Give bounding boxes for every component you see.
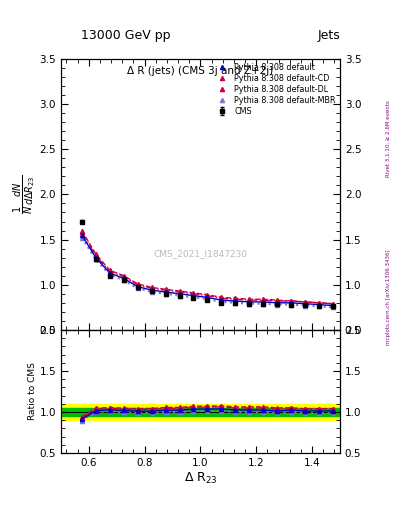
Pythia 8.308 default-MBR: [303, 303, 307, 309]
Pythia 8.308 default-MBR: [233, 300, 238, 306]
Text: 13000 GeV pp: 13000 GeV pp: [81, 29, 171, 42]
Pythia 8.308 default-MBR: [331, 304, 335, 310]
Pythia 8.308 default: [233, 298, 238, 304]
Pythia 8.308 default-CD: [317, 300, 321, 306]
Pythia 8.308 default-DL: [275, 297, 279, 303]
Pythia 8.308 default: [163, 289, 168, 295]
Line: Pythia 8.308 default-CD: Pythia 8.308 default-CD: [80, 230, 335, 306]
Pythia 8.308 default: [205, 294, 210, 301]
Pythia 8.308 default-CD: [135, 282, 140, 288]
Pythia 8.308 default-MBR: [289, 302, 294, 308]
Pythia 8.308 default-CD: [107, 268, 112, 274]
Pythia 8.308 default-DL: [289, 298, 294, 304]
Pythia 8.308 default-CD: [79, 229, 84, 236]
Pythia 8.308 default-DL: [107, 267, 112, 273]
Pythia 8.308 default: [177, 291, 182, 297]
Pythia 8.308 default-DL: [163, 286, 168, 292]
Pythia 8.308 default-DL: [205, 292, 210, 298]
Pythia 8.308 default-CD: [261, 297, 266, 303]
Legend: Pythia 8.308 default, Pythia 8.308 default-CD, Pythia 8.308 default-DL, Pythia 8: Pythia 8.308 default, Pythia 8.308 defau…: [212, 61, 338, 118]
Pythia 8.308 default-CD: [219, 295, 224, 302]
Pythia 8.308 default-DL: [261, 296, 266, 302]
Text: Rivet 3.1.10, ≥ 2.6M events: Rivet 3.1.10, ≥ 2.6M events: [386, 100, 391, 177]
Pythia 8.308 default-DL: [79, 227, 84, 233]
Pythia 8.308 default-MBR: [191, 294, 196, 301]
Pythia 8.308 default-MBR: [121, 277, 126, 283]
Pythia 8.308 default: [219, 297, 224, 303]
Pythia 8.308 default-DL: [135, 281, 140, 287]
Y-axis label: Ratio to CMS: Ratio to CMS: [28, 362, 37, 420]
Pythia 8.308 default: [79, 232, 84, 238]
Text: mcplots.cern.ch [arXiv:1306.3436]: mcplots.cern.ch [arXiv:1306.3436]: [386, 249, 391, 345]
Pythia 8.308 default-MBR: [79, 234, 84, 241]
Pythia 8.308 default: [289, 300, 294, 306]
Line: Pythia 8.308 default-DL: Pythia 8.308 default-DL: [80, 228, 335, 306]
Pythia 8.308 default-DL: [191, 290, 196, 296]
Pythia 8.308 default-MBR: [261, 301, 266, 307]
Pythia 8.308 default-CD: [94, 253, 98, 259]
Y-axis label: $\frac{1}{N}\frac{dN}{d\Delta R_{23}}$: $\frac{1}{N}\frac{dN}{d\Delta R_{23}}$: [12, 175, 38, 214]
Pythia 8.308 default-DL: [331, 301, 335, 307]
Pythia 8.308 default: [121, 275, 126, 282]
Pythia 8.308 default: [191, 292, 196, 298]
Pythia 8.308 default-MBR: [107, 272, 112, 278]
Text: Δ R (jets) (CMS 3j and Z+2j): Δ R (jets) (CMS 3j and Z+2j): [127, 66, 274, 76]
Pythia 8.308 default: [261, 299, 266, 305]
Pythia 8.308 default-CD: [303, 299, 307, 305]
Text: Jets: Jets: [317, 29, 340, 42]
Pythia 8.308 default: [317, 302, 321, 308]
Pythia 8.308 default-CD: [275, 298, 279, 304]
Pythia 8.308 default-CD: [247, 297, 252, 303]
Pythia 8.308 default: [275, 300, 279, 306]
Pythia 8.308 default-MBR: [317, 303, 321, 309]
Pythia 8.308 default-MBR: [205, 296, 210, 302]
Pythia 8.308 default-DL: [317, 300, 321, 306]
Pythia 8.308 default-DL: [233, 295, 238, 302]
Pythia 8.308 default: [149, 287, 154, 293]
Pythia 8.308 default: [331, 303, 335, 309]
Pythia 8.308 default-CD: [121, 273, 126, 280]
Pythia 8.308 default: [247, 299, 252, 305]
Pythia 8.308 default-DL: [219, 294, 224, 301]
Pythia 8.308 default-MBR: [94, 257, 98, 263]
Pythia 8.308 default-MBR: [247, 301, 252, 307]
Pythia 8.308 default: [107, 270, 112, 276]
Pythia 8.308 default-DL: [94, 251, 98, 257]
Pythia 8.308 default-MBR: [219, 299, 224, 305]
Line: Pythia 8.308 default-MBR: Pythia 8.308 default-MBR: [80, 236, 335, 309]
Pythia 8.308 default-DL: [247, 296, 252, 302]
Pythia 8.308 default-MBR: [163, 291, 168, 297]
Pythia 8.308 default-DL: [121, 272, 126, 279]
Pythia 8.308 default-CD: [289, 298, 294, 304]
Pythia 8.308 default-MBR: [177, 292, 182, 298]
X-axis label: $\Delta$ R$_{23}$: $\Delta$ R$_{23}$: [184, 471, 217, 486]
Pythia 8.308 default: [135, 284, 140, 290]
Pythia 8.308 default-CD: [149, 285, 154, 291]
Pythia 8.308 default-MBR: [149, 289, 154, 295]
Pythia 8.308 default-CD: [205, 292, 210, 298]
Pythia 8.308 default-CD: [163, 287, 168, 293]
Pythia 8.308 default-DL: [177, 288, 182, 294]
Pythia 8.308 default-CD: [233, 296, 238, 302]
Pythia 8.308 default-CD: [177, 289, 182, 295]
Text: CMS_2021_I1847230: CMS_2021_I1847230: [153, 249, 248, 259]
Pythia 8.308 default-MBR: [135, 285, 140, 291]
Pythia 8.308 default-DL: [303, 299, 307, 305]
Pythia 8.308 default-MBR: [275, 302, 279, 308]
Line: Pythia 8.308 default: Pythia 8.308 default: [80, 233, 335, 308]
Pythia 8.308 default: [303, 301, 307, 307]
Pythia 8.308 default-DL: [149, 284, 154, 290]
Pythia 8.308 default-CD: [191, 291, 196, 297]
Pythia 8.308 default: [94, 254, 98, 261]
Pythia 8.308 default-CD: [331, 301, 335, 307]
